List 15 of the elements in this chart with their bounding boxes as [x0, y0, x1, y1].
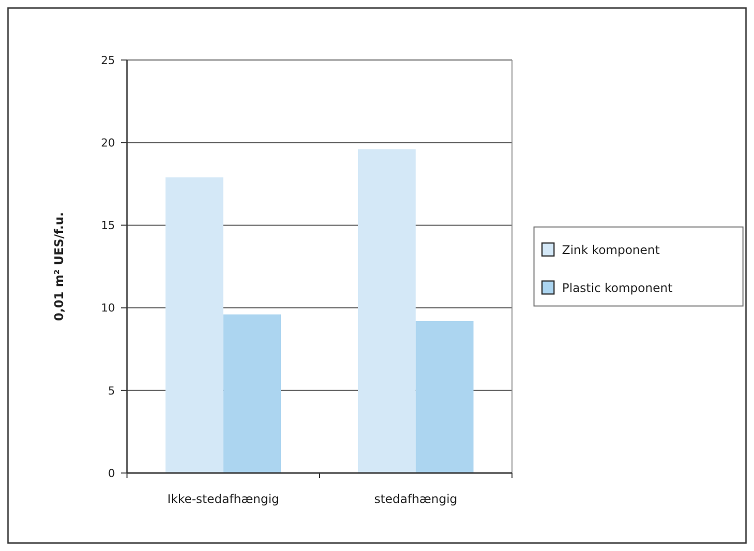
legend-label: Zink komponent [562, 243, 660, 257]
bar [358, 149, 416, 473]
bar [166, 177, 224, 473]
y-tick-label: 15 [101, 219, 115, 232]
y-tick-label: 20 [101, 136, 115, 150]
x-tick-label: stedafhængig [374, 492, 458, 506]
y-tick-label: 0 [108, 466, 115, 480]
bar [416, 321, 474, 473]
legend-label: Plastic komponent [562, 281, 673, 295]
y-axis-title: 0,01 m² UES/f.u. [52, 212, 66, 321]
y-tick-label: 25 [101, 54, 115, 67]
y-tick-label: 5 [108, 384, 115, 398]
bar [223, 314, 281, 473]
y-tick-label: 10 [101, 302, 115, 315]
x-tick-label: Ikke-stedafhængig [167, 492, 280, 506]
